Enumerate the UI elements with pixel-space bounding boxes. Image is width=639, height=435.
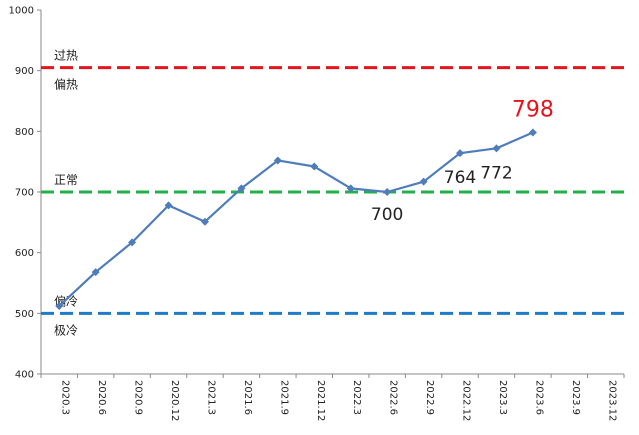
x-tick-label: 2023.9	[570, 380, 581, 415]
data-point	[128, 238, 137, 247]
data-point	[383, 188, 392, 196]
zone-label: 正常	[54, 173, 78, 187]
data-point	[200, 217, 209, 226]
data-point	[528, 128, 537, 137]
x-tick-label: 2021.9	[278, 380, 289, 415]
x-tick-label: 2022.9	[424, 380, 435, 415]
x-tick-label: 2023.6	[533, 380, 544, 415]
x-tick-label: 2022.3	[351, 380, 362, 415]
y-tick-label: 1000	[9, 6, 34, 17]
x-tick-label: 2023.3	[497, 380, 508, 415]
y-tick-label: 400	[15, 370, 34, 381]
y-tick-label: 900	[15, 66, 34, 77]
data-point	[91, 268, 100, 277]
x-tick-label: 2020.9	[133, 380, 144, 415]
y-tick-label: 600	[15, 248, 34, 259]
zone-label: 极冷	[54, 323, 78, 337]
x-tick-label: 2021.3	[205, 380, 216, 415]
data-point	[456, 149, 465, 158]
zone-label: 偏热	[54, 77, 78, 92]
x-tick-label: 2021.6	[242, 380, 253, 415]
data-point	[273, 156, 282, 165]
x-tick-label: 2020.3	[60, 380, 71, 415]
data-point	[237, 184, 246, 193]
y-tick-label: 800	[15, 127, 34, 138]
data-label: 772	[480, 163, 512, 183]
data-label: 700	[371, 205, 403, 225]
x-tick-label: 2023.12	[606, 380, 617, 421]
zone-label: 过热	[54, 49, 78, 63]
data-point	[419, 177, 428, 186]
x-tick-label: 2022.12	[461, 380, 472, 421]
x-tick-label: 2022.6	[388, 380, 399, 415]
y-tick-label: 500	[15, 309, 34, 320]
data-point	[346, 184, 355, 193]
x-tick-label: 2020.6	[96, 380, 107, 415]
data-point	[55, 302, 64, 311]
y-tick-label: 700	[15, 188, 34, 199]
data-point	[492, 144, 501, 153]
data-label: 798	[512, 98, 554, 123]
data-point	[164, 201, 173, 210]
data-label: 764	[444, 168, 476, 188]
x-tick-label: 2020.12	[169, 380, 180, 421]
x-tick-label: 2021.12	[315, 380, 326, 421]
data-point	[310, 162, 319, 171]
series-line	[58, 131, 534, 307]
